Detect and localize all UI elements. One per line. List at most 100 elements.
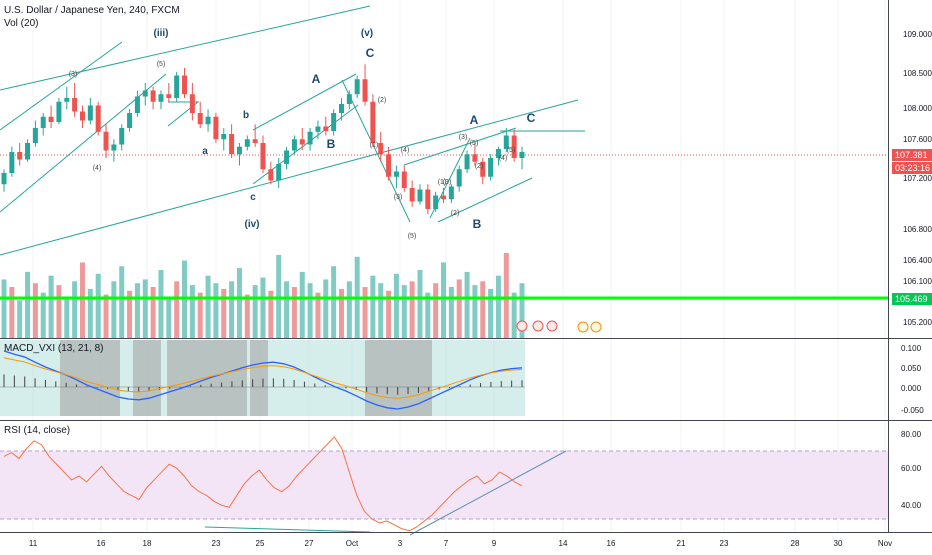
candle-body (205, 116, 211, 125)
macd-scale[interactable]: 0.100 0.050 0.000 -0.050 (901, 344, 924, 415)
candle-body (103, 131, 109, 151)
volume-bar (323, 279, 329, 338)
candle-body (268, 169, 274, 181)
economic-events[interactable] (516, 320, 602, 333)
candle-body (56, 101, 62, 122)
event-icon[interactable] (577, 321, 589, 333)
volume-bar (268, 290, 274, 338)
volume-bar (197, 292, 203, 338)
time-tick-label: 11 (29, 539, 38, 548)
event-icon[interactable] (546, 320, 558, 332)
candle-body (48, 116, 54, 122)
volume-bar (103, 294, 109, 338)
time-tick-label: 27 (305, 539, 314, 548)
volume-bar (307, 283, 313, 338)
rsi-scale[interactable]: 80.00 60.00 40.00 (901, 430, 922, 510)
candle-body (378, 143, 384, 155)
event-icon[interactable] (590, 321, 602, 333)
volume-bar (260, 277, 266, 338)
candle-body (1, 173, 7, 185)
candle-body (346, 94, 352, 104)
candle-body (433, 195, 439, 209)
volume-bar (158, 270, 164, 338)
macd-plot (0, 350, 525, 410)
rsi-label[interactable]: RSI (14, close) (4, 425, 71, 436)
wave-label: (4) (93, 165, 102, 172)
volume-bar (417, 270, 423, 338)
time-tick-label: 9 (492, 539, 497, 548)
candle-body (244, 139, 250, 147)
candle-body (307, 131, 313, 145)
candle-body (511, 135, 517, 158)
volume-bar (315, 292, 321, 338)
macd-tick-label: 0.050 (901, 364, 922, 373)
macd-tick-label: 0.100 (901, 344, 922, 353)
price-scale[interactable]: 109.000 108.500 108.000 107.600 107.200 106.8… (903, 30, 932, 327)
channel-line (0, 99, 579, 256)
candle-body (260, 143, 266, 170)
time-tick-label: 28 (791, 539, 800, 548)
price-tick-label: 107.200 (903, 174, 932, 183)
price-tick-label: 106.800 (903, 225, 932, 234)
price-tick-label: 108.500 (903, 69, 932, 78)
price-tick-label: 105.200 (903, 318, 932, 327)
candle-body (25, 143, 31, 160)
wave-label: (3) (443, 179, 452, 186)
volume-bar (480, 281, 486, 338)
channel-line (252, 73, 357, 131)
macd-label[interactable]: MACD_VXI (13, 21, 8) (4, 343, 104, 354)
volume-bar (331, 266, 337, 338)
candle-body (386, 154, 392, 177)
volume-bar (276, 254, 282, 338)
volume-bar (244, 294, 250, 338)
candle-body (417, 189, 423, 202)
time-tick-label: 7 (444, 539, 449, 548)
rsi-trendline[interactable] (409, 450, 567, 536)
symbol-title[interactable]: U.S. Dollar / Japanese Yen, 240, FXCM (4, 5, 180, 16)
candle-body (142, 90, 148, 97)
candle-body (236, 146, 242, 155)
countdown-tag: 03:23:16 (892, 162, 932, 174)
candle-body (252, 139, 258, 143)
candle-body (488, 158, 494, 177)
wave-label: (1) (370, 142, 379, 149)
event-icon[interactable] (516, 320, 528, 332)
wave-label: C (527, 111, 536, 125)
volume-bar (150, 287, 156, 338)
volume-bar (134, 283, 140, 338)
time-tick-label: 18 (143, 539, 152, 548)
wave-label: (3) (459, 134, 468, 141)
channel-line (341, 79, 411, 223)
candle-body (299, 139, 305, 145)
volume-label[interactable]: Vol (20) (4, 18, 39, 29)
volume-bar (166, 296, 172, 338)
signal-line (3, 357, 523, 399)
price-tick-label: 109.000 (903, 30, 932, 39)
candle-body (464, 154, 470, 170)
wave-label: (3) (394, 194, 403, 201)
wave-label: A (470, 113, 479, 127)
candle-body (158, 94, 164, 102)
volume-bar (401, 285, 407, 338)
candle-body (370, 101, 376, 143)
time-tick-label: Nov (878, 539, 892, 548)
candle-body (17, 152, 23, 160)
volume-bar (72, 281, 78, 338)
volume-bar (370, 275, 376, 338)
volume-bar (1, 279, 7, 338)
candle-body (425, 189, 431, 209)
price-tick-label: 106.100 (903, 277, 932, 286)
time-scale[interactable]: 11 16 18 23 25 27 Oct 3 7 9 14 16 21 23 28 30 Nov (29, 539, 892, 548)
rsi-trendline[interactable] (204, 526, 371, 533)
wave-label: (4) (499, 155, 508, 162)
channel-line (403, 127, 517, 166)
rsi-line (3, 436, 523, 532)
volume-bar (79, 262, 85, 338)
candle-body (111, 144, 117, 151)
candle-body (197, 113, 203, 125)
volume-bar (32, 283, 38, 338)
event-icon[interactable] (532, 320, 544, 332)
volume-bar (503, 253, 509, 338)
volume-bar (378, 283, 384, 338)
